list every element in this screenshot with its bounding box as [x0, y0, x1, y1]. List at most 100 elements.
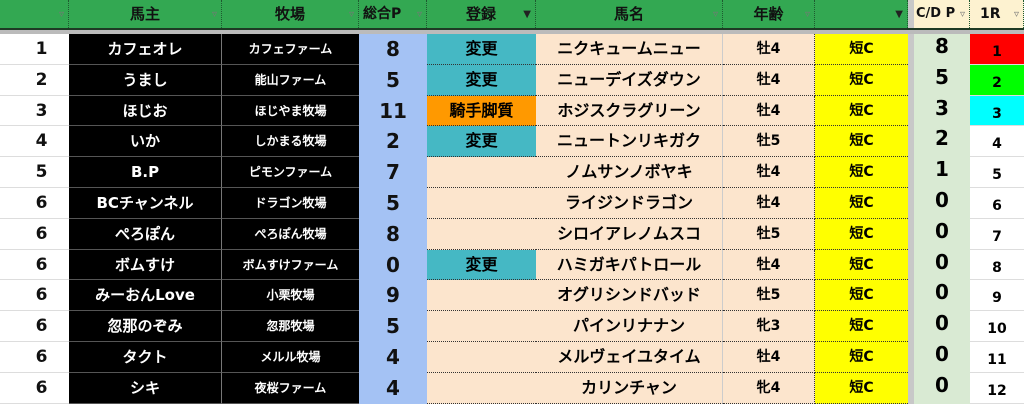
rank-cell[interactable]: 6	[0, 188, 69, 219]
register-cell[interactable]	[427, 218, 536, 250]
horse-name-cell[interactable]: ハミガキパトロール	[536, 249, 723, 281]
farm-cell[interactable]: カフェファーム	[222, 34, 359, 65]
register-cell[interactable]: 騎手脚質	[427, 95, 536, 127]
header-owner[interactable]: 馬主 ▿	[69, 0, 222, 28]
age-cell[interactable]: 牡4	[723, 187, 815, 219]
type-cell[interactable]: 短C	[815, 34, 908, 65]
farm-cell[interactable]: ボムすけファーム	[222, 249, 359, 281]
age-cell[interactable]: 牝3	[723, 311, 815, 342]
race1-cell[interactable]: 1	[970, 34, 1024, 65]
farm-cell[interactable]: 能山ファーム	[222, 64, 359, 96]
register-cell[interactable]	[427, 187, 536, 219]
rank-cell[interactable]: 6	[0, 373, 69, 404]
farm-cell[interactable]: ピモンファーム	[222, 157, 359, 188]
points-cell[interactable]: 0	[359, 249, 427, 281]
horse-name-cell[interactable]: ニクキュームニュー	[536, 34, 723, 65]
age-cell[interactable]: 牡4	[723, 95, 815, 127]
header-points[interactable]: 総合P ▿	[359, 0, 427, 28]
rank-cell[interactable]: 3	[0, 96, 69, 127]
race1-cell[interactable]: 7	[970, 219, 1024, 250]
farm-cell[interactable]: 夜桜ファーム	[222, 372, 359, 404]
header-rank[interactable]: ▿	[0, 0, 69, 28]
cdp-cell[interactable]: 1	[914, 157, 970, 188]
filter-icon[interactable]: ▿	[416, 9, 422, 20]
type-cell[interactable]: 短C	[815, 341, 908, 373]
header-1r[interactable]: 1R ▿	[970, 0, 1024, 28]
rank-cell[interactable]: 6	[0, 311, 69, 342]
type-cell[interactable]: 短C	[815, 249, 908, 281]
filter-icon[interactable]: ▿	[1013, 9, 1019, 20]
type-cell[interactable]: 短C	[815, 95, 908, 127]
cdp-cell[interactable]: 2	[914, 126, 970, 158]
points-cell[interactable]: 9	[359, 280, 427, 312]
horse-name-cell[interactable]: ニュートンリキガク	[536, 126, 723, 158]
rank-cell[interactable]: 6	[0, 342, 69, 373]
points-cell[interactable]: 5	[359, 187, 427, 219]
farm-cell[interactable]: しかまる牧場	[222, 126, 359, 158]
race1-cell[interactable]: 9	[970, 280, 1024, 312]
header-horse[interactable]: 馬名 ▿	[536, 0, 723, 28]
rank-cell[interactable]: 1	[0, 34, 69, 65]
owner-cell[interactable]: ほじお	[69, 95, 222, 127]
farm-cell[interactable]: ドラゴン牧場	[222, 187, 359, 219]
points-cell[interactable]: 4	[359, 341, 427, 373]
cdp-cell[interactable]: 0	[914, 187, 970, 219]
header-register[interactable]: 登録 ▼	[427, 0, 536, 28]
header-cdp[interactable]: C/D P ▿	[914, 0, 970, 28]
filter-icon[interactable]: ▿	[348, 9, 354, 20]
owner-cell[interactable]: タクト	[69, 341, 222, 373]
owner-cell[interactable]: B.P	[69, 157, 222, 188]
age-cell[interactable]: 牡5	[723, 218, 815, 250]
owner-cell[interactable]: いか	[69, 126, 222, 158]
type-cell[interactable]: 短C	[815, 280, 908, 312]
header-farm[interactable]: 牧場 ▿	[222, 0, 359, 28]
cdp-cell[interactable]: 0	[914, 218, 970, 250]
type-cell[interactable]: 短C	[815, 126, 908, 158]
rank-cell[interactable]: 2	[0, 65, 69, 96]
type-cell[interactable]: 短C	[815, 157, 908, 188]
points-cell[interactable]: 8	[359, 34, 427, 65]
type-cell[interactable]: 短C	[815, 64, 908, 96]
owner-cell[interactable]: ぺろぽん	[69, 218, 222, 250]
age-cell[interactable]: 牝4	[723, 372, 815, 404]
register-cell[interactable]: 変更	[427, 249, 536, 281]
owner-cell[interactable]: カフェオレ	[69, 34, 222, 65]
cdp-cell[interactable]: 8	[914, 34, 970, 65]
race1-cell[interactable]: 11	[970, 342, 1024, 373]
cdp-cell[interactable]: 0	[914, 372, 970, 404]
age-cell[interactable]: 牡4	[723, 157, 815, 188]
register-cell[interactable]: 変更	[427, 126, 536, 158]
owner-cell[interactable]: みーおんLove	[69, 280, 222, 312]
cdp-cell[interactable]: 3	[914, 95, 970, 127]
horse-name-cell[interactable]: ノムサンノボヤキ	[536, 157, 723, 188]
farm-cell[interactable]: メルル牧場	[222, 341, 359, 373]
points-cell[interactable]: 7	[359, 157, 427, 188]
filter-icon[interactable]: ▿	[58, 9, 64, 20]
rank-cell[interactable]: 5	[0, 157, 69, 188]
rank-cell[interactable]: 6	[0, 250, 69, 281]
register-cell[interactable]	[427, 311, 536, 342]
register-cell[interactable]	[427, 280, 536, 312]
race1-cell[interactable]: 3	[970, 95, 1024, 127]
cdp-cell[interactable]: 0	[914, 249, 970, 281]
rank-cell[interactable]: 4	[0, 126, 69, 158]
owner-cell[interactable]: うまし	[69, 64, 222, 96]
filter-active-icon[interactable]: ▼	[523, 9, 531, 20]
filter-icon[interactable]: ▿	[712, 9, 718, 20]
rank-cell[interactable]: 6	[0, 280, 69, 312]
type-cell[interactable]: 短C	[815, 218, 908, 250]
horse-name-cell[interactable]: ホジスクラグリーン	[536, 95, 723, 127]
cdp-cell[interactable]: 0	[914, 341, 970, 373]
points-cell[interactable]: 11	[359, 95, 427, 127]
owner-cell[interactable]: シキ	[69, 372, 222, 404]
horse-name-cell[interactable]: オグリシンドバッド	[536, 280, 723, 312]
horse-name-cell[interactable]: メルヴェイユタイム	[536, 341, 723, 373]
horse-name-cell[interactable]: カリンチャン	[536, 372, 723, 404]
points-cell[interactable]: 4	[359, 372, 427, 404]
header-age[interactable]: 年齢 ▿	[723, 0, 815, 28]
register-cell[interactable]	[427, 372, 536, 404]
race1-cell[interactable]: 5	[970, 157, 1024, 188]
age-cell[interactable]: 牡4	[723, 64, 815, 96]
horse-name-cell[interactable]: ライジンドラゴン	[536, 187, 723, 219]
points-cell[interactable]: 8	[359, 218, 427, 250]
